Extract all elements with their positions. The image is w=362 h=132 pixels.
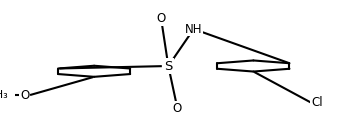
Text: NH: NH xyxy=(185,23,202,36)
Text: O: O xyxy=(173,102,182,115)
Text: O: O xyxy=(156,12,166,25)
Text: S: S xyxy=(164,60,173,72)
Text: Cl: Cl xyxy=(311,96,323,109)
Text: CH₃: CH₃ xyxy=(0,90,8,100)
Text: O: O xyxy=(20,89,29,102)
